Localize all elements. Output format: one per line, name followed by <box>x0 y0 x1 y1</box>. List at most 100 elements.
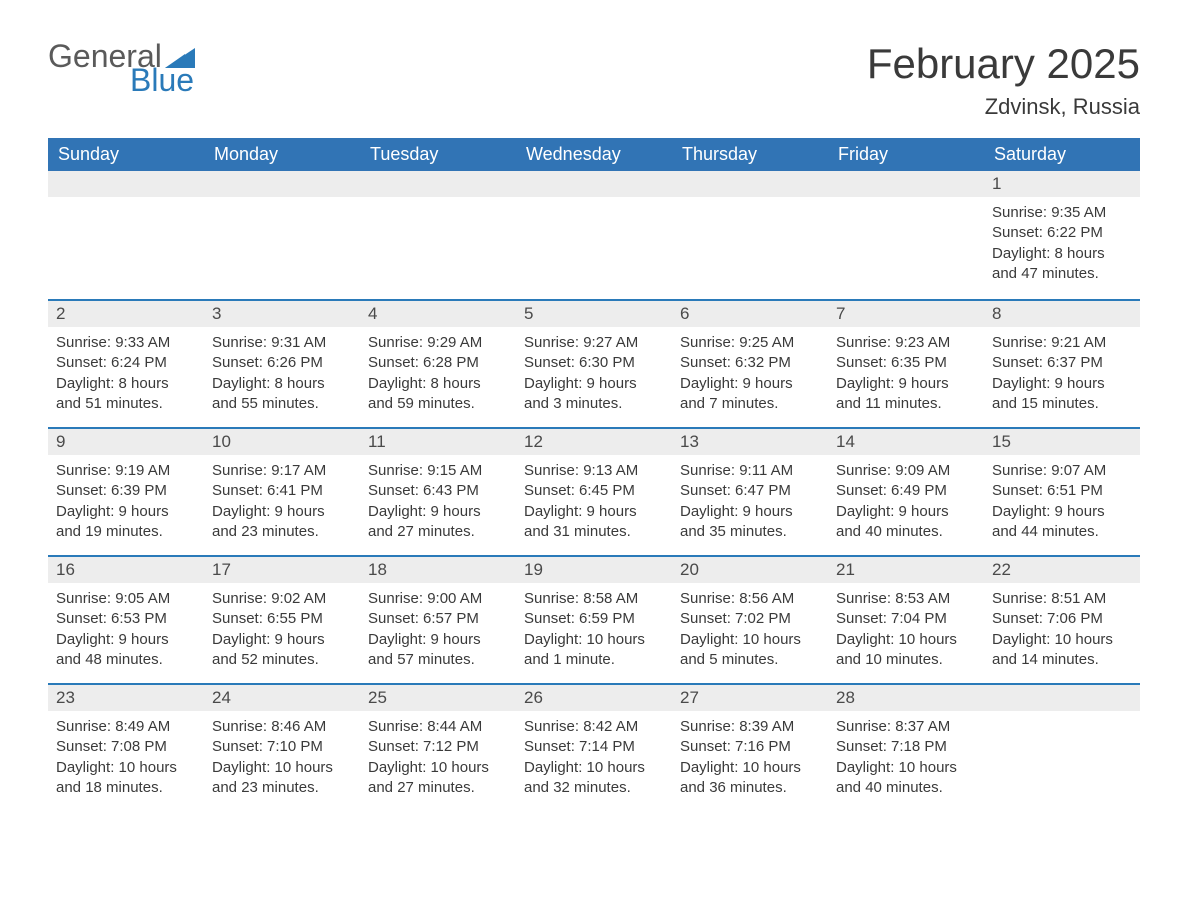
daylight-line: Daylight: 9 hours and 19 minutes. <box>56 502 196 543</box>
sunrise-line: Sunrise: 9:13 AM <box>524 461 664 481</box>
daylight-label: Daylight: <box>56 631 114 648</box>
daylight-line: Daylight: 10 hours and 23 minutes. <box>212 758 352 799</box>
daylight-label: Daylight: <box>56 503 114 520</box>
daylight-line: Daylight: 10 hours and 10 minutes. <box>836 630 976 671</box>
sunrise-line: Sunrise: 9:07 AM <box>992 461 1132 481</box>
daylight-label: Daylight: <box>212 375 270 392</box>
calendar-cell: 15Sunrise: 9:07 AMSunset: 6:51 PMDayligh… <box>984 427 1140 555</box>
daylight-label: Daylight: <box>524 631 582 648</box>
daylight-label: Daylight: <box>992 375 1050 392</box>
day-content: Sunrise: 9:31 AMSunset: 6:26 PMDaylight:… <box>204 327 360 418</box>
sunrise-line: Sunrise: 9:27 AM <box>524 333 664 353</box>
sunset-line: Sunset: 6:59 PM <box>524 609 664 629</box>
sunrise-value: 9:13 AM <box>583 462 638 479</box>
calendar-cell: 28Sunrise: 8:37 AMSunset: 7:18 PMDayligh… <box>828 683 984 811</box>
daylight-line: Daylight: 10 hours and 27 minutes. <box>368 758 508 799</box>
sunset-value: 6:32 PM <box>735 354 791 371</box>
sunrise-label: Sunrise: <box>524 462 579 479</box>
daylight-line: Daylight: 8 hours and 51 minutes. <box>56 374 196 415</box>
sunrise-label: Sunrise: <box>680 462 735 479</box>
day-number-bar: 26 <box>516 683 672 711</box>
sunset-line: Sunset: 6:37 PM <box>992 353 1132 373</box>
sunset-line: Sunset: 7:18 PM <box>836 737 976 757</box>
sunset-line: Sunset: 6:24 PM <box>56 353 196 373</box>
calendar-cell: 20Sunrise: 8:56 AMSunset: 7:02 PMDayligh… <box>672 555 828 683</box>
sunrise-line: Sunrise: 9:33 AM <box>56 333 196 353</box>
logo: General Blue <box>48 40 195 96</box>
daylight-label: Daylight: <box>368 759 426 776</box>
title-block: February 2025 Zdvinsk, Russia <box>867 40 1140 120</box>
sunset-value: 7:10 PM <box>267 738 323 755</box>
daylight-label: Daylight: <box>992 631 1050 648</box>
daylight-line: Daylight: 10 hours and 14 minutes. <box>992 630 1132 671</box>
day-content: Sunrise: 9:00 AMSunset: 6:57 PMDaylight:… <box>360 583 516 674</box>
day-content: Sunrise: 9:33 AMSunset: 6:24 PMDaylight:… <box>48 327 204 418</box>
sunrise-line: Sunrise: 9:29 AM <box>368 333 508 353</box>
day-number-bar: 12 <box>516 427 672 455</box>
sunset-value: 6:24 PM <box>111 354 167 371</box>
sunrise-line: Sunrise: 9:23 AM <box>836 333 976 353</box>
sunset-label: Sunset: <box>212 738 263 755</box>
daylight-label: Daylight: <box>368 375 426 392</box>
sunset-line: Sunset: 6:28 PM <box>368 353 508 373</box>
calendar-cell: 1Sunrise: 9:35 AMSunset: 6:22 PMDaylight… <box>984 171 1140 299</box>
daylight-line: Daylight: 9 hours and 27 minutes. <box>368 502 508 543</box>
daylight-line: Daylight: 9 hours and 7 minutes. <box>680 374 820 415</box>
sunrise-label: Sunrise: <box>56 718 111 735</box>
weekday-header: Wednesday <box>516 138 672 171</box>
day-number-bar: 19 <box>516 555 672 583</box>
sunrise-label: Sunrise: <box>836 334 891 351</box>
daylight-line: Daylight: 10 hours and 18 minutes. <box>56 758 196 799</box>
daylight-line: Daylight: 9 hours and 48 minutes. <box>56 630 196 671</box>
sunrise-line: Sunrise: 9:09 AM <box>836 461 976 481</box>
calendar-cell: 13Sunrise: 9:11 AMSunset: 6:47 PMDayligh… <box>672 427 828 555</box>
sunrise-value: 9:11 AM <box>739 462 793 479</box>
daylight-label: Daylight: <box>680 759 738 776</box>
sunrise-line: Sunrise: 8:42 AM <box>524 717 664 737</box>
sunset-label: Sunset: <box>56 610 107 627</box>
day-content: Sunrise: 9:35 AMSunset: 6:22 PMDaylight:… <box>984 197 1140 288</box>
sunset-label: Sunset: <box>992 482 1043 499</box>
sunset-label: Sunset: <box>524 354 575 371</box>
sunrise-label: Sunrise: <box>56 462 111 479</box>
day-number-bar <box>828 171 984 197</box>
sunrise-label: Sunrise: <box>212 590 267 607</box>
daylight-label: Daylight: <box>212 631 270 648</box>
day-number-bar: 10 <box>204 427 360 455</box>
sunrise-value: 9:23 AM <box>895 334 950 351</box>
day-number-bar <box>204 171 360 197</box>
day-content: Sunrise: 9:23 AMSunset: 6:35 PMDaylight:… <box>828 327 984 418</box>
day-number-bar <box>516 171 672 197</box>
sunset-label: Sunset: <box>992 224 1043 241</box>
sunset-line: Sunset: 6:41 PM <box>212 481 352 501</box>
sunset-value: 6:26 PM <box>267 354 323 371</box>
sunset-label: Sunset: <box>56 738 107 755</box>
daylight-line: Daylight: 9 hours and 15 minutes. <box>992 374 1132 415</box>
calendar-week-row: 2Sunrise: 9:33 AMSunset: 6:24 PMDaylight… <box>48 299 1140 427</box>
sunset-value: 6:37 PM <box>1047 354 1103 371</box>
sunset-line: Sunset: 7:02 PM <box>680 609 820 629</box>
sunrise-value: 9:35 AM <box>1051 204 1106 221</box>
sunset-value: 7:12 PM <box>423 738 479 755</box>
day-content: Sunrise: 9:13 AMSunset: 6:45 PMDaylight:… <box>516 455 672 546</box>
day-number-bar <box>360 171 516 197</box>
daylight-line: Daylight: 10 hours and 32 minutes. <box>524 758 664 799</box>
daylight-label: Daylight: <box>836 503 894 520</box>
day-content: Sunrise: 9:05 AMSunset: 6:53 PMDaylight:… <box>48 583 204 674</box>
day-content: Sunrise: 9:02 AMSunset: 6:55 PMDaylight:… <box>204 583 360 674</box>
sunset-label: Sunset: <box>368 482 419 499</box>
day-number-bar: 22 <box>984 555 1140 583</box>
day-number-bar <box>672 171 828 197</box>
sunrise-line: Sunrise: 8:56 AM <box>680 589 820 609</box>
calendar-table: SundayMondayTuesdayWednesdayThursdayFrid… <box>48 138 1140 811</box>
daylight-line: Daylight: 9 hours and 35 minutes. <box>680 502 820 543</box>
calendar-cell: 10Sunrise: 9:17 AMSunset: 6:41 PMDayligh… <box>204 427 360 555</box>
sunset-label: Sunset: <box>212 610 263 627</box>
calendar-cell <box>828 171 984 299</box>
sunrise-line: Sunrise: 9:25 AM <box>680 333 820 353</box>
day-number-bar: 2 <box>48 299 204 327</box>
day-number-bar: 8 <box>984 299 1140 327</box>
daylight-line: Daylight: 9 hours and 57 minutes. <box>368 630 508 671</box>
sunrise-label: Sunrise: <box>680 718 735 735</box>
daylight-line: Daylight: 9 hours and 52 minutes. <box>212 630 352 671</box>
